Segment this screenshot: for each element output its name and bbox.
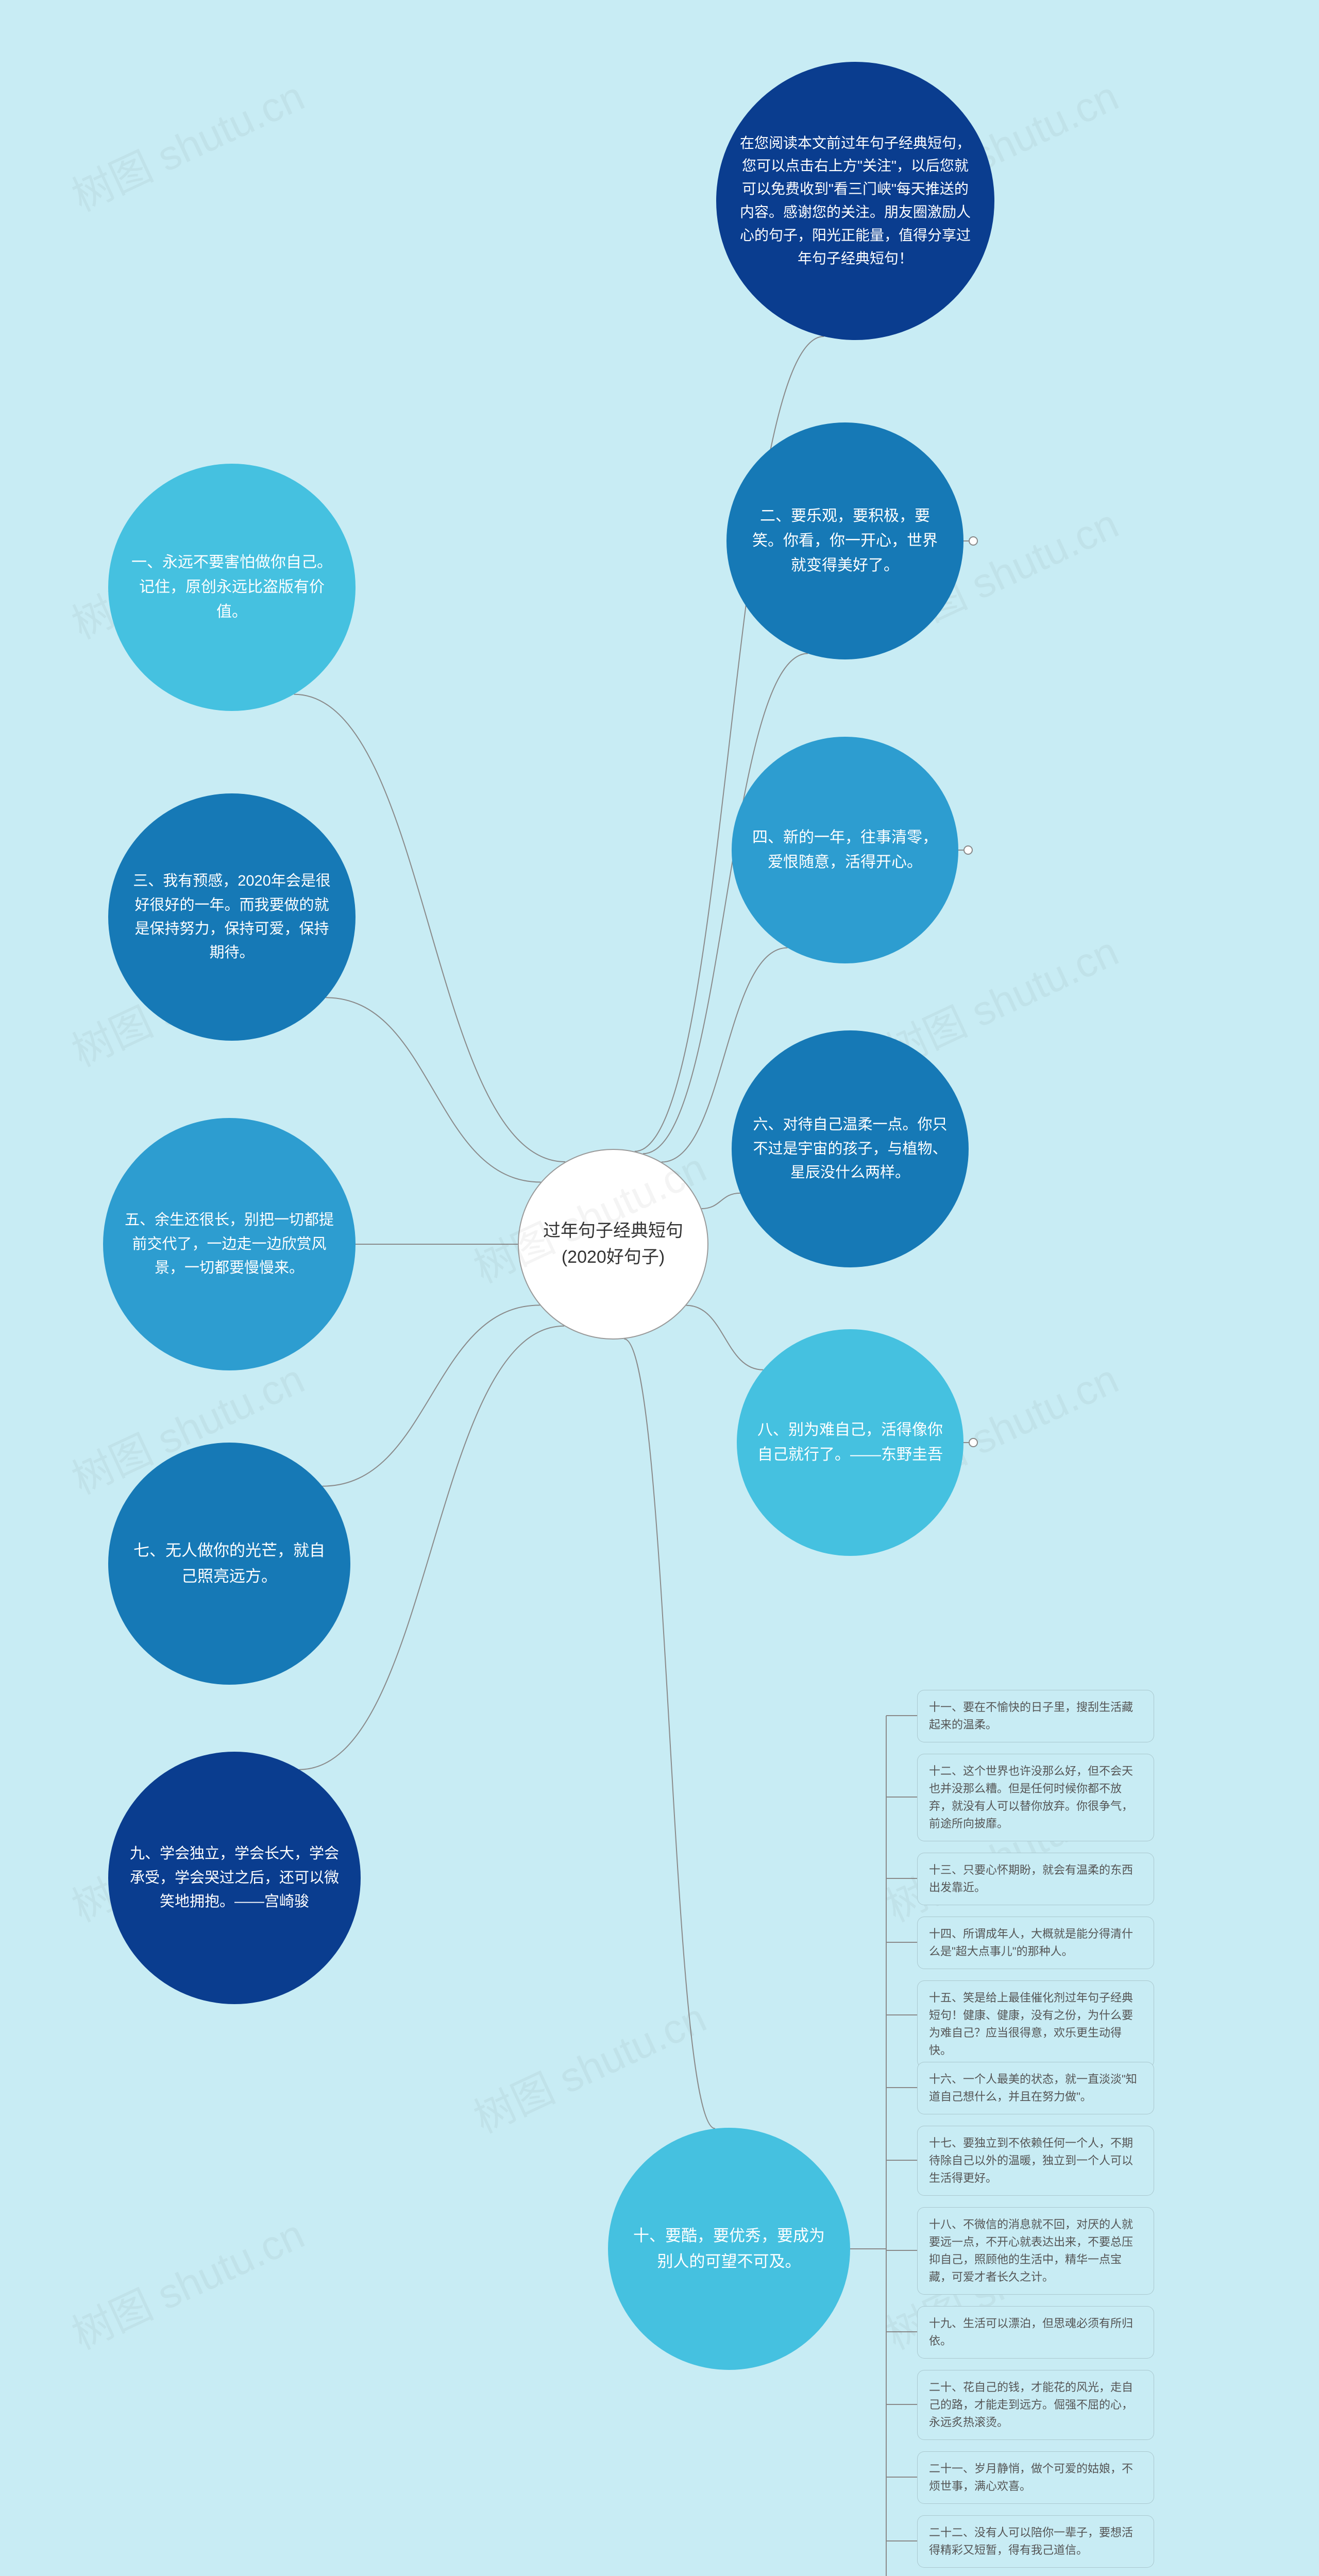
- center-text: 过年句子经典短句(2020好句子): [539, 1218, 687, 1270]
- sub-item-text: 十一、要在不愉快的日子里，搜刮生活藏起来的温柔。: [929, 1701, 1133, 1731]
- sub-item: 十一、要在不愉快的日子里，搜刮生活藏起来的温柔。: [917, 1690, 1154, 1742]
- sub-item-text: 十三、只要心怀期盼，就会有温柔的东西出发靠近。: [929, 1863, 1133, 1894]
- sub-item-text: 十七、要独立到不依赖任何一个人，不期待除自己以外的温暖，独立到一个人可以生活得更…: [929, 2137, 1133, 2184]
- branch-text: 在您阅读本文前过年句子经典短句，您可以点击右上方"关注"，以后您就可以免费收到"…: [737, 132, 974, 270]
- center-node: 过年句子经典短句(2020好句子): [518, 1149, 708, 1340]
- branch-node: 五、余生还很长，别把一切都提前交代了，一边走一边欣赏风景，一切都要慢慢来。: [103, 1118, 356, 1370]
- sub-item: 十四、所谓成年人，大概就是能分得清什么是"超大点事儿"的那种人。: [917, 1917, 1154, 1969]
- branch-text: 九、学会独立，学会长大，学会承受，学会哭过之后，还可以微笑地拥抱。——宫崎骏: [129, 1842, 340, 1913]
- sub-item: 十八、不微信的消息就不回，对厌的人就要远一点，不开心就表达出来，不要总压抑自己，…: [917, 2207, 1154, 2295]
- sub-item: 十五、笑是给上最佳催化剂过年句子经典短句！健康、健康，没有之份，为什么要为难自己…: [917, 1980, 1154, 2068]
- sub-item-text: 十二、这个世界也许没那么好，但不会天也并没那么糟。但是任何时候你都不放弃，就没有…: [929, 1765, 1133, 1830]
- sub-item-text: 二十、花自己的钱，才能花的风光，走自己的路，才能走到远方。倔强不屈的心，永远炙热…: [929, 2381, 1133, 2429]
- branch-text: 三、我有预感，2020年会是很好很好的一年。而我要做的就是保持努力，保持可爱，保…: [129, 869, 335, 965]
- sub-item: 十六、一个人最美的状态，就一直淡淡"知道自己想什么，并且在努力做"。: [917, 2062, 1154, 2114]
- sub-item: 十九、生活可以漂泊，但思魂必须有所归依。: [917, 2306, 1154, 2359]
- branch-text: 十、要酷，要优秀，要成为别人的可望不可及。: [629, 2223, 830, 2274]
- sub-item: 十三、只要心怀期盼，就会有温柔的东西出发靠近。: [917, 1853, 1154, 1905]
- watermark: 树图 shutu.cn: [463, 1985, 714, 2145]
- sub-item: 二十、花自己的钱，才能花的风光，走自己的路，才能走到远方。倔强不屈的心，永远炙热…: [917, 2370, 1154, 2440]
- branch-node: 三、我有预感，2020年会是很好很好的一年。而我要做的就是保持努力，保持可爱，保…: [108, 793, 356, 1041]
- sub-item: 二十一、岁月静悄，做个可爱的姑娘，不烦世事，满心欢喜。: [917, 2451, 1154, 2504]
- branch-node: 一、永远不要害怕做你自己。记住，原创永远比盗版有价值。: [108, 464, 356, 711]
- watermark: 树图 shutu.cn: [61, 63, 312, 223]
- branch-text: 四、新的一年，往事清零，爱恨随意，活得开心。: [752, 825, 938, 875]
- branch-text: 七、无人做你的光芒，就自己照亮远方。: [129, 1538, 330, 1589]
- branch-text: 二、要乐观，要积极，要笑。你看，你一开心，世界就变得美好了。: [747, 504, 943, 578]
- branch-node: 七、无人做你的光芒，就自己照亮远方。: [108, 1443, 350, 1685]
- branch-text: 八、别为难自己，活得像你自己就行了。——东野圭吾: [757, 1418, 943, 1467]
- branch-node: 八、别为难自己，活得像你自己就行了。——东野圭吾: [737, 1329, 963, 1556]
- sub-item-text: 二十二、没有人可以陪你一辈子，要想活得精彩又短暂，得有我己道信。: [929, 2526, 1133, 2556]
- branch-node: 二、要乐观，要积极，要笑。你看，你一开心，世界就变得美好了。: [726, 422, 963, 659]
- sub-item: 十七、要独立到不依赖任何一个人，不期待除自己以外的温暖，独立到一个人可以生活得更…: [917, 2126, 1154, 2196]
- branch-text: 六、对待自己温柔一点。你只不过是宇宙的孩子，与植物、星辰没什么两样。: [752, 1113, 948, 1184]
- branch-node: 四、新的一年，往事清零，爱恨随意，活得开心。: [732, 737, 958, 963]
- branch-node: 十、要酷，要优秀，要成为别人的可望不可及。: [608, 2128, 850, 2370]
- branch-node: 在您阅读本文前过年句子经典短句，您可以点击右上方"关注"，以后您就可以免费收到"…: [716, 62, 994, 340]
- sub-item-text: 二十一、岁月静悄，做个可爱的姑娘，不烦世事，满心欢喜。: [929, 2462, 1133, 2493]
- branch-text: 五、余生还很长，别把一切都提前交代了，一边走一边欣赏风景，一切都要慢慢来。: [124, 1208, 335, 1280]
- branch-node: 六、对待自己温柔一点。你只不过是宇宙的孩子，与植物、星辰没什么两样。: [732, 1030, 969, 1267]
- sub-item-text: 十九、生活可以漂泊，但思魂必须有所归依。: [929, 2317, 1133, 2347]
- sub-item-text: 十四、所谓成年人，大概就是能分得清什么是"超大点事儿"的那种人。: [929, 1927, 1133, 1958]
- expand-dot[interactable]: [963, 845, 973, 855]
- sub-item: 十二、这个世界也许没那么好，但不会天也并没那么糟。但是任何时候你都不放弃，就没有…: [917, 1754, 1154, 1841]
- watermark: 树图 shutu.cn: [61, 2201, 312, 2361]
- sub-item-text: 十六、一个人最美的状态，就一直淡淡"知道自己想什么，并且在努力做"。: [929, 2073, 1137, 2103]
- expand-dot[interactable]: [969, 536, 978, 546]
- sub-item-text: 十八、不微信的消息就不回，对厌的人就要远一点，不开心就表达出来，不要总压抑自己，…: [929, 2218, 1133, 2283]
- branch-text: 一、永远不要害怕做你自己。记住，原创永远比盗版有价值。: [129, 550, 335, 624]
- expand-dot[interactable]: [969, 1438, 978, 1447]
- branch-node: 九、学会独立，学会长大，学会承受，学会哭过之后，还可以微笑地拥抱。——宫崎骏: [108, 1752, 361, 2004]
- sub-item: 二十二、没有人可以陪你一辈子，要想活得精彩又短暂，得有我己道信。: [917, 2515, 1154, 2568]
- sub-item-text: 十五、笑是给上最佳催化剂过年句子经典短句！健康、健康，没有之份，为什么要为难自己…: [929, 1991, 1133, 2057]
